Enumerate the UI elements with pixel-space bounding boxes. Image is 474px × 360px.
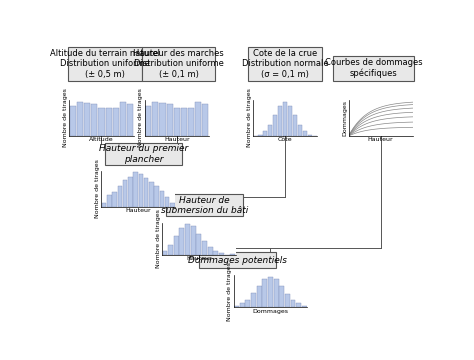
Bar — [167, 104, 173, 136]
Bar — [308, 135, 312, 136]
FancyBboxPatch shape — [68, 48, 142, 81]
Bar — [149, 182, 154, 207]
Bar — [273, 279, 279, 307]
X-axis label: Altitude: Altitude — [89, 138, 114, 143]
Bar — [202, 104, 209, 136]
Bar — [195, 102, 201, 136]
Bar — [180, 228, 184, 255]
Y-axis label: Nombre de tirages: Nombre de tirages — [228, 262, 232, 321]
X-axis label: Hauteur: Hauteur — [186, 256, 212, 261]
Bar — [152, 102, 158, 136]
Bar — [77, 102, 83, 136]
Bar — [219, 253, 224, 255]
FancyBboxPatch shape — [142, 48, 215, 81]
X-axis label: Côte: Côte — [278, 138, 292, 143]
Bar — [174, 237, 179, 255]
Bar — [191, 226, 196, 255]
Bar — [230, 254, 235, 255]
Bar — [118, 186, 122, 207]
Bar — [246, 300, 250, 307]
X-axis label: Hauteur: Hauteur — [164, 138, 190, 143]
Bar — [278, 106, 283, 136]
Bar — [279, 286, 284, 307]
Y-axis label: Dommages: Dommages — [342, 100, 347, 136]
Bar — [263, 279, 267, 307]
FancyBboxPatch shape — [248, 48, 322, 81]
Bar — [285, 294, 290, 307]
Y-axis label: Nombre de tirages: Nombre de tirages — [138, 89, 143, 148]
Bar — [288, 106, 292, 136]
Bar — [107, 195, 111, 207]
Text: Hauteur des marches
Distribution uniforme
(± 0,1 m): Hauteur des marches Distribution uniform… — [133, 49, 224, 79]
Bar — [196, 234, 201, 255]
Bar — [202, 241, 207, 255]
Bar — [106, 108, 112, 136]
Bar — [240, 303, 245, 307]
Bar — [213, 251, 218, 255]
Bar — [208, 247, 212, 255]
Bar — [251, 293, 256, 307]
Bar — [102, 203, 106, 207]
Bar — [133, 172, 138, 207]
Text: Courbes de dommages
spécifiques: Courbes de dommages spécifiques — [325, 58, 422, 78]
FancyBboxPatch shape — [166, 194, 243, 216]
Bar — [144, 178, 148, 207]
Text: Dommages potentiels: Dommages potentiels — [188, 256, 287, 265]
X-axis label: Hauteur: Hauteur — [126, 208, 151, 213]
Text: Altitude du terrain naturel
Distribution uniforme
(± 0,5 m): Altitude du terrain naturel Distribution… — [50, 49, 160, 79]
Bar — [174, 108, 180, 136]
Bar — [99, 108, 105, 136]
Bar — [155, 186, 159, 207]
Y-axis label: Nombre de tirages: Nombre de tirages — [95, 159, 100, 218]
Bar — [303, 131, 307, 136]
Bar — [163, 251, 167, 255]
Bar — [138, 174, 143, 207]
Bar — [123, 180, 128, 207]
Bar — [70, 106, 76, 136]
FancyBboxPatch shape — [105, 143, 182, 165]
Text: Hauteur de
submersion du bâti: Hauteur de submersion du bâti — [161, 196, 248, 215]
Bar — [128, 177, 133, 207]
X-axis label: Hauteur: Hauteur — [368, 138, 393, 143]
Bar — [257, 286, 262, 307]
Bar — [159, 103, 165, 136]
Bar — [84, 103, 90, 136]
FancyBboxPatch shape — [199, 252, 276, 268]
Bar — [234, 306, 239, 307]
Bar — [273, 115, 277, 136]
Bar — [263, 131, 267, 136]
Bar — [268, 277, 273, 307]
Bar — [258, 135, 263, 136]
Bar — [127, 104, 133, 136]
Bar — [185, 224, 190, 255]
Bar — [168, 245, 173, 255]
Bar — [113, 108, 119, 136]
Y-axis label: Nombre de tirages: Nombre de tirages — [246, 89, 252, 148]
FancyBboxPatch shape — [333, 56, 414, 81]
Y-axis label: Nombre de tirages: Nombre de tirages — [156, 209, 161, 268]
Bar — [293, 115, 297, 136]
Bar — [268, 125, 273, 136]
Bar — [160, 190, 164, 207]
Y-axis label: Nombre de tirages: Nombre de tirages — [63, 89, 68, 148]
Bar — [291, 301, 295, 307]
Bar — [188, 108, 194, 136]
Bar — [91, 104, 97, 136]
Bar — [145, 106, 151, 136]
Bar — [165, 197, 169, 207]
Text: Cote de la crue
Distribution normale
(σ = 0,1 m): Cote de la crue Distribution normale (σ … — [242, 49, 328, 79]
Bar — [112, 192, 117, 207]
Bar — [120, 102, 126, 136]
Bar — [283, 102, 287, 136]
Text: Hauteur du premier
plancher: Hauteur du premier plancher — [99, 144, 188, 164]
Bar — [181, 108, 187, 136]
Bar — [170, 203, 174, 207]
Bar — [302, 306, 307, 307]
Bar — [298, 125, 302, 136]
X-axis label: Dommages: Dommages — [253, 309, 289, 314]
Bar — [296, 303, 301, 307]
